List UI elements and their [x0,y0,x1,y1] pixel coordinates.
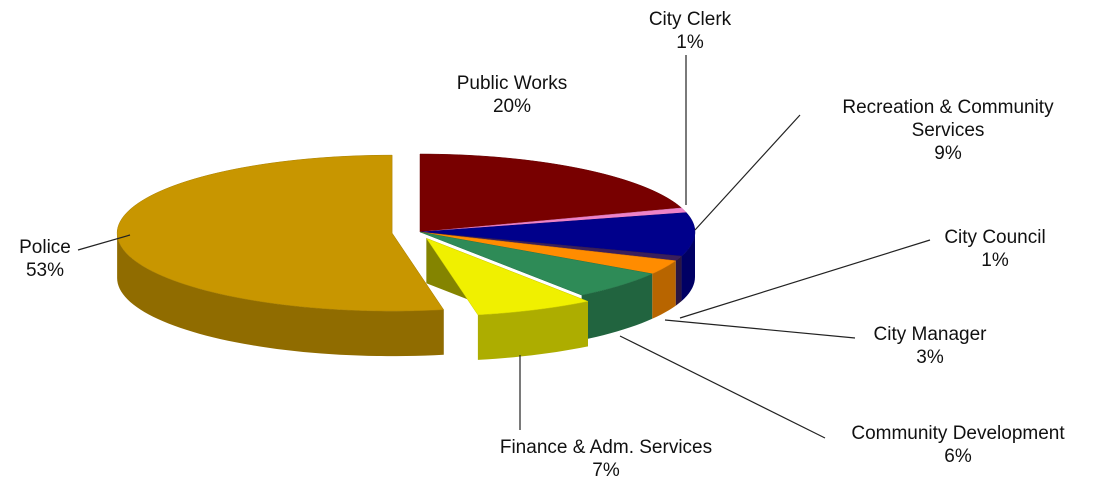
category-label: Police [19,237,71,258]
slice [116,154,445,312]
leader-line [694,114,801,231]
value-label: 20% [492,96,532,117]
slice-side [117,233,444,357]
value-label: 1% [676,32,704,53]
category-label: City Council [944,227,1046,248]
category-label: Community Development [851,423,1065,444]
value-label: 9% [934,143,962,164]
sides [117,232,695,360]
slice-label: City Council 1% [845,226,1112,272]
slice-side [477,301,588,360]
slice-label: Finance & Adm. Services 7% [456,436,756,482]
slice-label: Public Works 20% [362,72,662,118]
slice-side [675,256,682,306]
slice [419,212,696,257]
leader-line [664,319,856,339]
value-label: 7% [592,460,620,481]
slice-label: City Clerk 1% [540,8,840,54]
slice [419,231,654,296]
leader-line [77,234,131,251]
slice-side [581,273,653,341]
category-label: Public Works [456,73,568,94]
leader-line [679,239,931,319]
category-label: Recreation & Community Services [842,97,1054,141]
value-label: 1% [981,250,1009,271]
tops [116,153,696,316]
category-label: City Clerk [648,9,732,30]
slice-side [652,260,676,319]
slice-label: Community Development 6% [808,422,1108,468]
value-label: 6% [944,446,972,467]
category-label: Finance & Adm. Services [499,437,713,458]
slice-side [681,232,695,302]
slice-label: City Manager 3% [780,323,1080,369]
slice [419,153,683,233]
slice [425,237,589,316]
leader-line [619,335,826,439]
value-label: 3% [916,347,944,368]
value-label: 53% [25,260,65,281]
category-label: City Manager [873,324,987,345]
slice [419,231,677,275]
slice-label: Police 53% [0,236,195,282]
slice-label: Recreation & Community Services 9% [813,96,1083,165]
